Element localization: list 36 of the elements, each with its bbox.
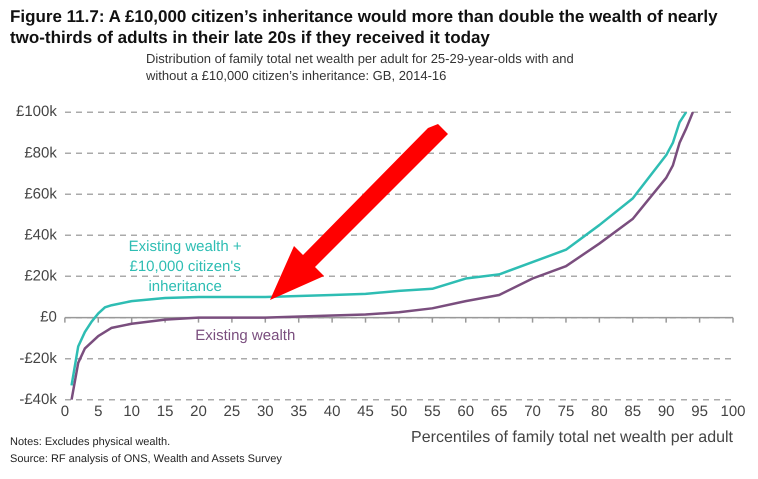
x-tick-label: 50 (390, 402, 408, 420)
chart-title: Figure 11.7: A £10,000 citizen’s inheritance would more than double the wealth of nearly two-thirds of adults in their late 20s if they received it today (10, 6, 719, 48)
x-tick-label: 100 (720, 402, 746, 420)
x-tick-label: 90 (658, 402, 675, 420)
x-axis-title: Percentiles of family total net wealth per adult (411, 428, 734, 446)
y-tick-label: £80k (24, 144, 58, 162)
x-tick-label: 10 (123, 402, 140, 420)
x-tick-label: 15 (156, 402, 174, 420)
x-tick-label: 30 (256, 402, 274, 420)
x-tick-label: 80 (591, 402, 608, 420)
y-tick-label: £60k (24, 185, 58, 202)
y-tick-label: £40k (24, 226, 58, 244)
y-tick-label: -£20k (19, 350, 58, 367)
x-tick-label: 20 (190, 402, 207, 420)
y-tick-label: £0 (40, 308, 57, 326)
x-tick-label: 95 (691, 402, 708, 420)
x-tick-label: 70 (524, 402, 541, 420)
y-tick-label: -£40k (19, 390, 58, 408)
x-tick-label: 5 (94, 402, 102, 420)
x-tick-label: 40 (324, 402, 340, 420)
y-tick-label: £20k (24, 268, 58, 285)
chart-subtitle: Distribution of family total net wealth per adult for 25-29-year-olds with and without a £10,000 citizen’s inheritance: GB, 2014-16 (146, 50, 575, 84)
x-tick-label: 65 (490, 402, 508, 420)
x-tick-label: 85 (624, 402, 642, 420)
series-label: Existing wealth (195, 327, 296, 344)
x-tick-label: 75 (558, 402, 574, 420)
x-tick-label: 55 (424, 402, 441, 420)
x-tick-label: 35 (290, 402, 308, 420)
x-tick-label: 60 (457, 402, 474, 420)
series-label: Existing wealth + £10,000 citizen's inheritance (128, 238, 242, 295)
x-tick-label: 45 (357, 402, 374, 420)
x-tick-label: 0 (60, 402, 70, 420)
text: Notes: Excludes physical wealth. (10, 436, 170, 448)
y-tick-label: £100k (16, 103, 58, 120)
source-note: Source: RF analysis of ONS, Wealth and Assets Survey (10, 453, 282, 465)
x-tick-label: 25 (224, 402, 240, 420)
